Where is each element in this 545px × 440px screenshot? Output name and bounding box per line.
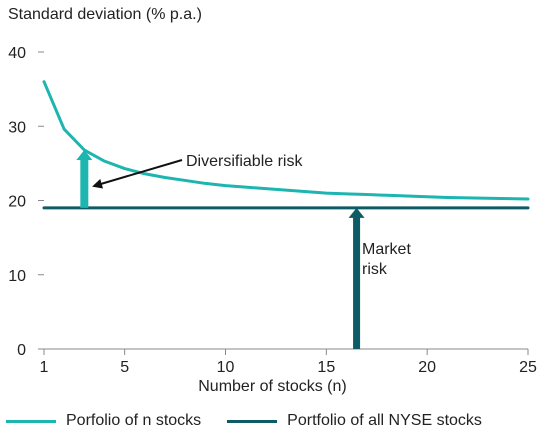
y-tick-label: 20	[8, 194, 26, 211]
market-risk-label: risk	[362, 261, 388, 278]
market-risk-arrow	[348, 207, 365, 349]
x-tick-label: 1	[40, 359, 49, 376]
y-tick-label: 40	[8, 45, 26, 62]
y-tick-label: 0	[17, 342, 26, 359]
legend-label-n-stocks: Porfolio of n stocks	[66, 412, 202, 429]
x-tick-label: 5	[120, 359, 129, 376]
legend-label-nyse: Portfolio of all NYSE stocks	[287, 412, 482, 429]
y-axis-label: Standard deviation (% p.a.)	[8, 6, 202, 23]
x-tick-label: 20	[418, 359, 436, 376]
diversifiable-risk-arrow	[76, 150, 93, 208]
y-tick-label: 30	[8, 119, 26, 136]
x-axis-label: Number of stocks (n)	[198, 378, 347, 395]
y-tick-label: 10	[8, 268, 26, 285]
x-tick-label: 15	[317, 359, 335, 376]
x-tick-label: 25	[519, 359, 537, 376]
diversifiable-risk-pointer	[92, 159, 183, 189]
x-tick-label: 10	[217, 359, 235, 376]
market-risk-label: Market	[362, 241, 411, 258]
series-line-n-stocks	[42, 80, 530, 201]
legend-item-nyse: Portfolio of all NYSE stocks	[227, 412, 482, 430]
legend-swatch-nyse	[227, 419, 278, 423]
legend-swatch-n-stocks	[6, 419, 56, 423]
legend-item-n-stocks: Porfolio of n stocks	[6, 412, 201, 430]
diversifiable-risk-label: Diversifiable risk	[186, 153, 303, 170]
legend: Porfolio of n stocks Portfolio of all NY…	[6, 412, 508, 430]
